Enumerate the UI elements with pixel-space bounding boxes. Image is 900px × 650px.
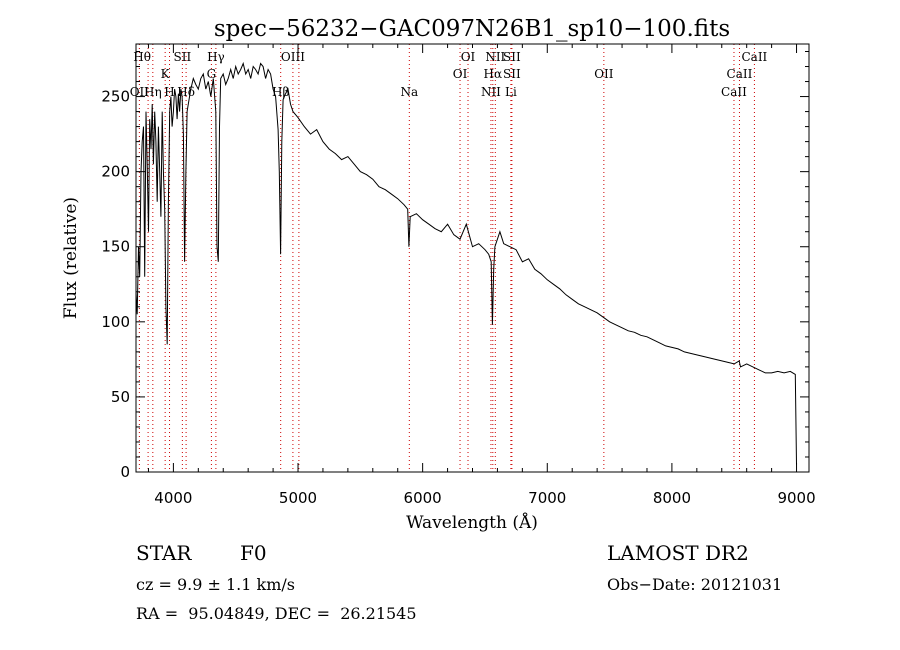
x-tick-label: 9000 [777, 489, 815, 507]
survey-label: LAMOST DR2 [607, 541, 749, 565]
line-label: Hη [144, 85, 162, 99]
line-label: SII [503, 50, 521, 64]
x-tick-label: 7000 [528, 489, 566, 507]
line-label: CaII [741, 50, 767, 64]
y-tick-label: 50 [111, 388, 130, 406]
line-label: K [161, 67, 171, 81]
line-label: OI [461, 50, 476, 64]
line-label: NII [481, 85, 501, 99]
y-tick-label: 0 [120, 463, 130, 481]
line-label: H [164, 85, 174, 99]
spectrum-series-line [135, 61, 797, 465]
line-label: SII [174, 50, 192, 64]
y-axis-label: Flux (relative) [61, 197, 81, 319]
line-label: OII [130, 85, 150, 99]
y-tick-label: 200 [101, 163, 130, 181]
plot-frame [135, 43, 810, 473]
obs-date-label: Obs−Date: 20121031 [607, 575, 783, 594]
axis-ticks: 4000 5000 6000 7000 8000 9000 0 50 100 150 200 250 [101, 44, 816, 507]
line-label: OIII [281, 50, 305, 64]
x-tick-label: 5000 [279, 489, 317, 507]
subclass-label: F0 [240, 541, 267, 565]
line-label: SII [503, 67, 521, 81]
redshift-label: cz = 9.9 ± 1.1 km/s [136, 575, 295, 594]
line-labels: OIIHθHηKHSIIHδGHγHβOIIINaOIOINIIHαNIISII… [130, 50, 768, 99]
x-tick-label: 4000 [154, 489, 192, 507]
chart-title: spec−56232−GAC097N26B1_sp10−100.fits [214, 16, 730, 42]
class-label: STAR [136, 541, 192, 565]
line-label: Hα [484, 67, 503, 81]
line-label: Na [400, 85, 418, 99]
line-label: CaII [727, 67, 753, 81]
emission-line-markers [138, 44, 755, 472]
y-tick-label: 150 [101, 238, 130, 256]
line-label: Hθ [133, 50, 151, 64]
coordinates-label: RA = 95.04849, DEC = 26.21545 [136, 604, 417, 623]
y-tick-label: 100 [101, 313, 130, 331]
line-label: Hγ [207, 50, 225, 64]
line-label: Hδ [177, 85, 195, 99]
x-axis-label: Wavelength (Å) [406, 512, 538, 533]
line-label: NII [485, 50, 505, 64]
x-tick-label: 8000 [653, 489, 691, 507]
x-tick-label: 6000 [404, 489, 442, 507]
line-label: Li [505, 85, 517, 99]
line-label: OII [594, 67, 614, 81]
line-label: OI [453, 67, 468, 81]
line-label: CaII [721, 85, 747, 99]
line-label: G [207, 67, 217, 81]
y-tick-label: 250 [101, 88, 130, 106]
